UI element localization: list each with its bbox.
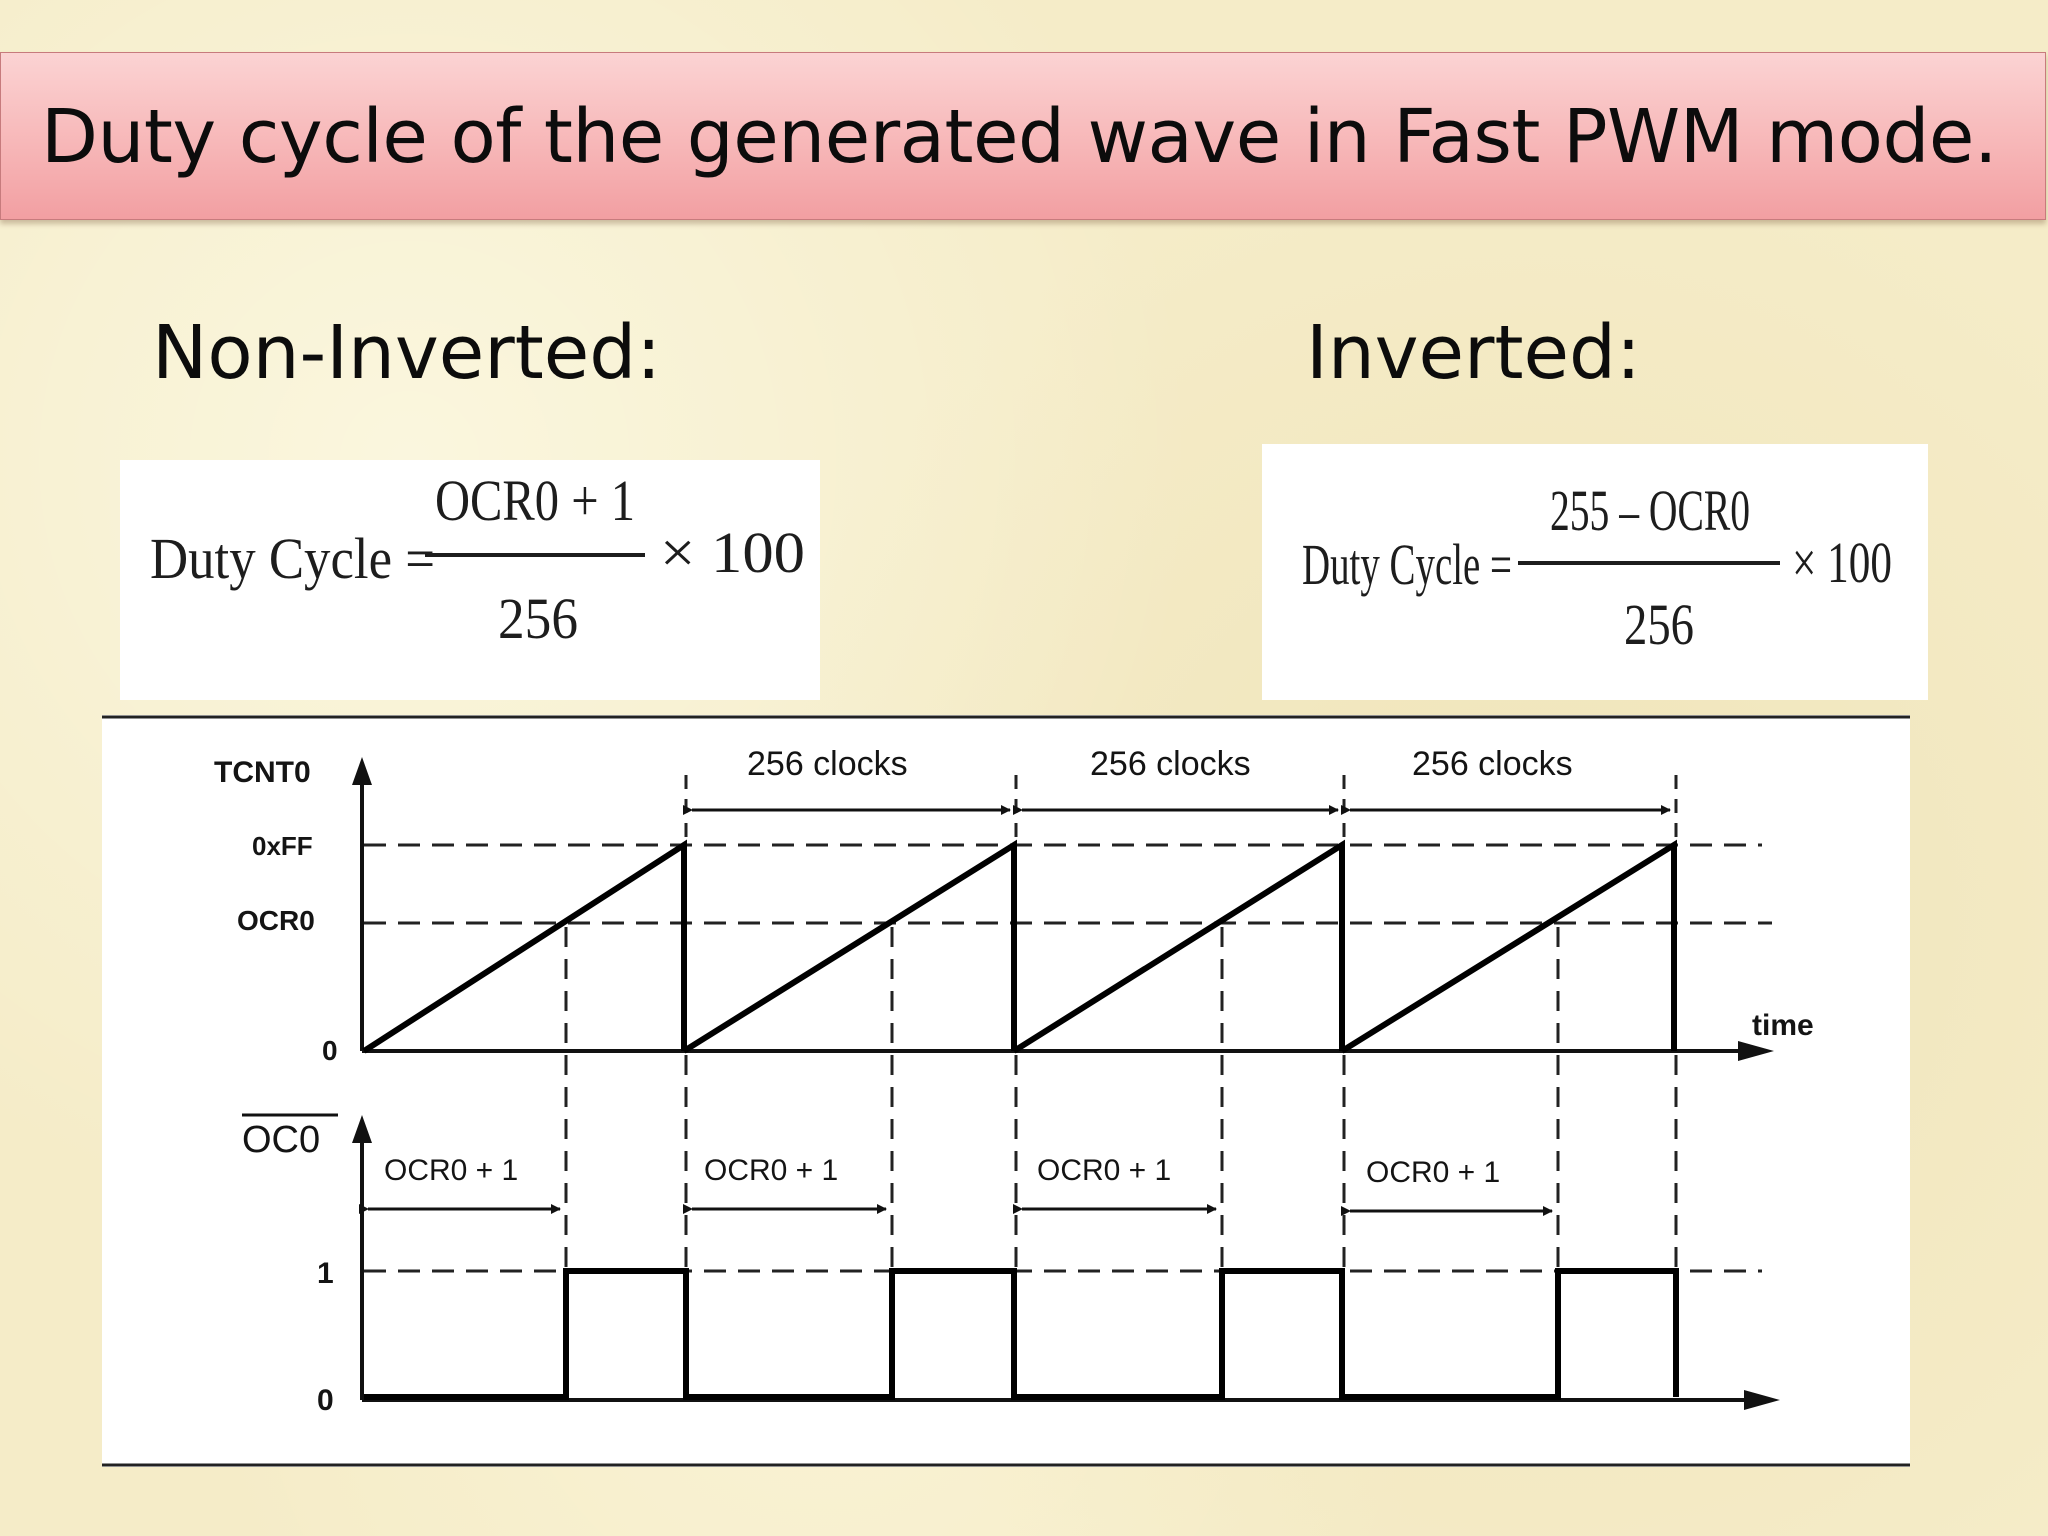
inverted-heading: Inverted:: [1306, 310, 1641, 396]
tcnt-y-arrowhead: [352, 757, 372, 785]
pulse-width-label: OCR0 + 1: [1366, 1156, 1500, 1189]
pulse-width-label: OCR0 + 1: [1037, 1154, 1171, 1187]
slide-title: Duty cycle of the generated wave in Fast…: [41, 94, 1997, 180]
sawtooth-ramp: [362, 839, 687, 1054]
formula-numerator: OCR0 + 1: [435, 468, 635, 533]
oc0-label: OC0: [242, 1119, 320, 1161]
low-level-label: 0: [317, 1384, 334, 1417]
tcnt0-label: TCNT0: [214, 756, 311, 789]
period-label: 256 clocks: [1412, 745, 1573, 783]
period-label: 256 clocks: [747, 745, 908, 783]
sawtooth-ramp: [1012, 839, 1345, 1054]
timing-diagram: TCNT0 0xFF OCR0 0 time 256 clocks 256 cl…: [102, 715, 1910, 1467]
time-label: time: [1752, 1009, 1814, 1042]
period-label: 256 clocks: [1090, 745, 1251, 783]
formula-lhs: Duty Cycle =: [150, 526, 435, 591]
inverted-formula: Duty Cycle = 255 – OCR0 256 × 100: [1262, 444, 1928, 700]
sawtooth-ramp: [1340, 839, 1677, 1054]
time-arrowhead: [1738, 1041, 1774, 1061]
pulse-width-label: OCR0 + 1: [384, 1154, 518, 1187]
formula-denominator: 256: [1624, 592, 1694, 657]
oc0-square-wave: [364, 1268, 1679, 1400]
level-ocr0-label: OCR0: [237, 905, 315, 936]
sawtooth-ramp: [682, 839, 1017, 1054]
non-inverted-formula: Duty Cycle = OCR0 + 1 256 × 100: [120, 460, 820, 700]
formula-multiplier: × 100: [1792, 530, 1892, 595]
formula-lhs: Duty Cycle =: [1302, 532, 1512, 597]
level-0xff-label: 0xFF: [252, 831, 313, 861]
formula-multiplier: × 100: [660, 520, 805, 585]
formula-numerator: 255 – OCR0: [1550, 478, 1750, 543]
oc0-y-arrowhead: [352, 1115, 372, 1143]
pulse-width-label: OCR0 + 1: [704, 1154, 838, 1187]
oc0-time-arrowhead: [1744, 1390, 1780, 1410]
formula-denominator: 256: [498, 586, 578, 651]
title-bar: Duty cycle of the generated wave in Fast…: [0, 52, 2046, 220]
high-level-label: 1: [317, 1257, 334, 1290]
level-zero-label: 0: [322, 1035, 338, 1066]
non-inverted-heading: Non-Inverted:: [152, 310, 662, 396]
